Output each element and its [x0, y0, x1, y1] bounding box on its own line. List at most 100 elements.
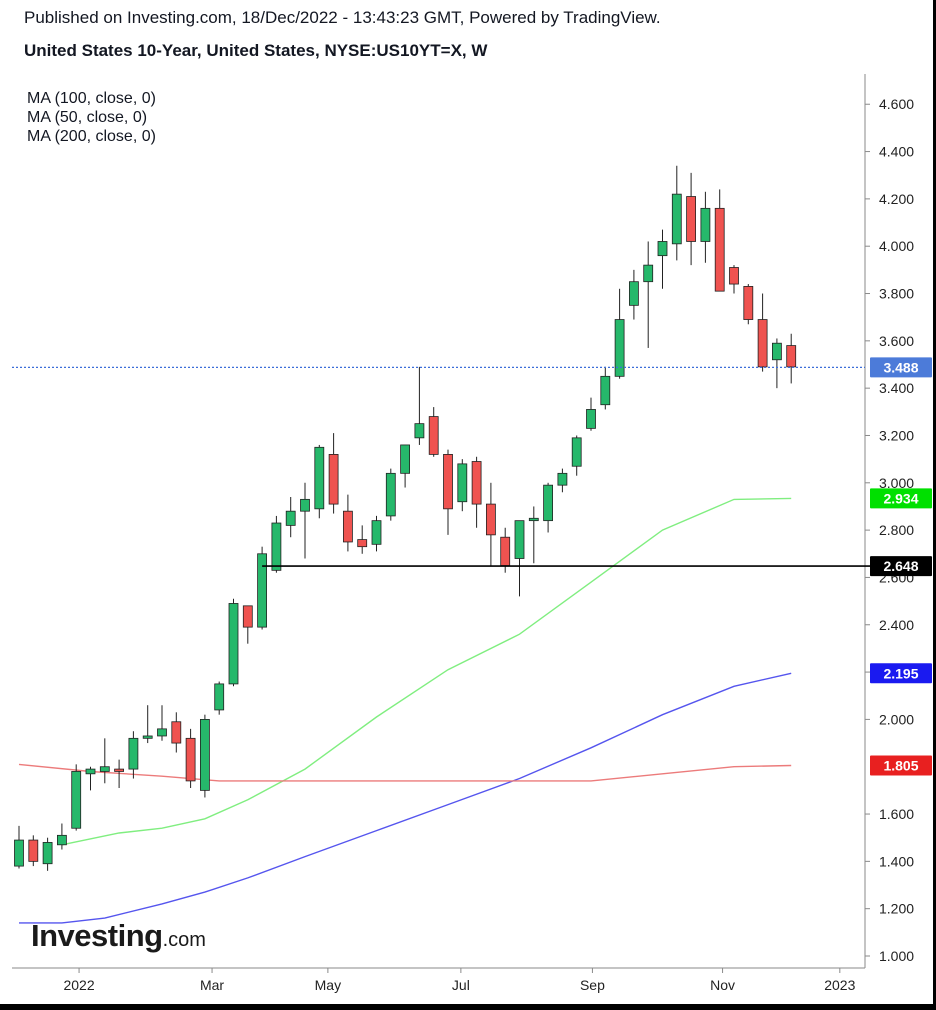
candle-body [514, 520, 525, 559]
candlesticks [14, 165, 797, 871]
candle-body [428, 416, 439, 455]
candle-body [600, 375, 611, 406]
price-labels: 3.488 2.934 2.648 2.195 1.805 [870, 357, 932, 776]
y-tick-label: 2.800 [879, 522, 914, 538]
candle-body [371, 520, 382, 545]
x-tick-label: Nov [710, 977, 735, 993]
legend-ma200[interactable]: MA (200, close, 0) [27, 128, 156, 145]
indicator-legend: MA (100, close, 0) MA (50, close, 0) MA … [27, 89, 156, 146]
axes: 1.0001.2001.4001.6002.0002.2002.4002.600… [12, 74, 930, 993]
candle-body [171, 721, 182, 744]
candle-body [543, 484, 553, 522]
investing-logo: Investing .com [31, 918, 206, 954]
x-tick-label: 2023 [824, 977, 855, 993]
candle-body [414, 423, 425, 439]
price-label-box [870, 755, 932, 776]
price-label-text: 2.934 [883, 490, 918, 506]
ma-line [19, 672, 792, 924]
candle-body [142, 735, 153, 739]
x-tick-label: Jul [452, 977, 470, 993]
candle-body [300, 498, 310, 512]
candle-body [400, 444, 411, 474]
y-tick-label: 3.800 [879, 286, 914, 302]
symbol-title: United States 10-Year, United States, NY… [24, 41, 488, 60]
candle-body [185, 737, 196, 782]
candle-body [528, 517, 539, 522]
y-tick-label: 3.200 [879, 427, 914, 443]
candle-body [114, 768, 124, 772]
price-label-box [870, 488, 932, 509]
y-tick-label: 1.400 [879, 853, 914, 869]
price-label-box [870, 556, 932, 577]
candle-body [157, 728, 167, 737]
legend-ma50[interactable]: MA (50, close, 0) [27, 109, 148, 126]
moving-average-lines [18, 497, 792, 924]
candle-body [314, 446, 325, 510]
candle-body [700, 207, 711, 242]
logo-wordmark: Investing [31, 918, 163, 953]
candle-body [614, 319, 625, 377]
y-tick-label: 2.000 [879, 711, 914, 727]
candle-body [729, 267, 739, 285]
candle-body [743, 286, 754, 320]
candle-body [571, 437, 582, 467]
x-tick-label: May [315, 977, 341, 993]
y-tick-label: 1.000 [879, 948, 914, 964]
x-tick-label: Mar [200, 977, 224, 993]
candle-body [14, 839, 24, 867]
candle-body [199, 719, 210, 791]
candle-body [242, 605, 253, 628]
candle-body [686, 196, 696, 242]
candle-body [57, 834, 67, 846]
candle-body [457, 463, 468, 503]
candle-body [443, 454, 453, 510]
candle-body [85, 768, 96, 775]
candle-body [271, 522, 282, 571]
candle-body [485, 503, 496, 536]
candle-body [786, 345, 797, 368]
price-label-box [870, 663, 932, 684]
candle-body [772, 342, 782, 361]
candle-body [357, 539, 368, 548]
candle-body [385, 472, 396, 517]
candle-body [228, 603, 239, 685]
price-label-text: 2.195 [883, 665, 918, 681]
y-tick-label: 4.600 [879, 96, 914, 112]
candle-body [657, 241, 668, 257]
x-tick-label: Sep [580, 977, 605, 993]
y-tick-label: 4.200 [879, 191, 914, 207]
candle-body [714, 207, 725, 292]
candle-body [586, 409, 596, 429]
y-tick-label: 4.000 [879, 238, 914, 254]
candle-body [128, 737, 139, 770]
candle-body [643, 264, 654, 283]
y-tick-label: 3.400 [879, 380, 914, 396]
candle-body [629, 281, 639, 306]
y-tick-label: 1.600 [879, 806, 914, 822]
candle-body [214, 683, 225, 711]
candle-body [471, 461, 482, 505]
price-label-text: 2.648 [883, 558, 918, 574]
ma-line [61, 497, 792, 846]
x-tick-label: 2022 [63, 977, 94, 993]
ma-line [18, 763, 792, 782]
y-tick-label: 3.600 [879, 333, 914, 349]
candle-body [71, 771, 82, 829]
price-label-text: 3.488 [883, 359, 918, 375]
published-caption: Published on Investing.com, 18/Dec/2022 … [24, 8, 661, 27]
candle-body [671, 193, 682, 245]
candle-body [285, 510, 296, 526]
candle-body [99, 766, 110, 772]
price-label-text: 1.805 [883, 758, 918, 774]
y-tick-label: 1.200 [879, 901, 914, 917]
candle-body [757, 319, 768, 368]
candle-body [257, 553, 268, 628]
candle-body [42, 842, 53, 865]
candle-body [28, 839, 39, 862]
logo-suffix: .com [162, 929, 206, 951]
y-tick-label: 3.000 [879, 475, 914, 491]
legend-ma100[interactable]: MA (100, close, 0) [27, 90, 156, 107]
candle-body [342, 510, 353, 543]
